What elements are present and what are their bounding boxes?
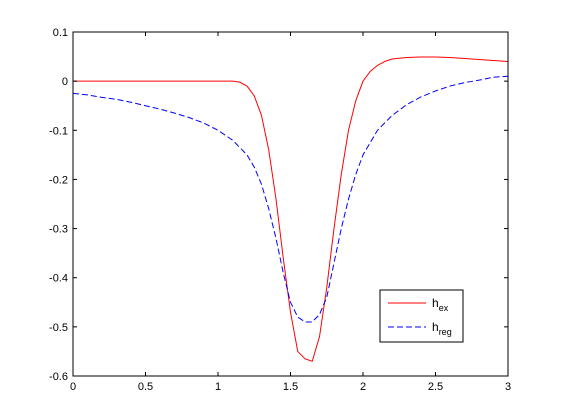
y-tick-label: -0.3 — [49, 224, 68, 236]
y-tick-label: -0.6 — [49, 371, 68, 383]
x-tick-label: 3 — [505, 381, 511, 393]
legend-label-h-reg: hreg — [432, 320, 452, 337]
legend-label-h-reg-main: h — [432, 320, 439, 334]
x-tick-label: 0 — [70, 381, 76, 393]
x-tick-label: 1.5 — [283, 381, 298, 393]
x-tick-label: 2 — [360, 381, 366, 393]
series-line-h-ex — [73, 56, 509, 362]
legend: hex hreg — [379, 289, 464, 343]
legend-label-h-ex-main: h — [432, 296, 439, 310]
y-tick-label: -0.4 — [49, 273, 68, 285]
legend-box — [379, 289, 464, 343]
y-tick-label: 0 — [62, 76, 68, 88]
legend-label-h-ex-sub: ex — [439, 303, 449, 313]
y-tick-label: -0.2 — [49, 174, 68, 186]
legend-label-h-reg-sub: reg — [439, 327, 452, 337]
series-line-h-reg — [72, 75, 509, 323]
x-tick-label: 0.5 — [138, 381, 153, 393]
x-tick-label: 2.5 — [428, 381, 443, 393]
legend-label-h-ex: hex — [432, 296, 449, 313]
y-tick-label: -0.5 — [49, 322, 68, 334]
x-tick-label: 1 — [215, 381, 221, 393]
y-tick-label: -0.1 — [49, 125, 68, 137]
ticks-layer: 0 0.5 1 1.5 2 2.5 3 0.1 0 -0.1 -0.2 -0.3 -0.4 -0.5 -0.… — [49, 27, 511, 393]
y-tick-label: 0.1 — [53, 27, 68, 39]
series-layer — [72, 56, 509, 362]
